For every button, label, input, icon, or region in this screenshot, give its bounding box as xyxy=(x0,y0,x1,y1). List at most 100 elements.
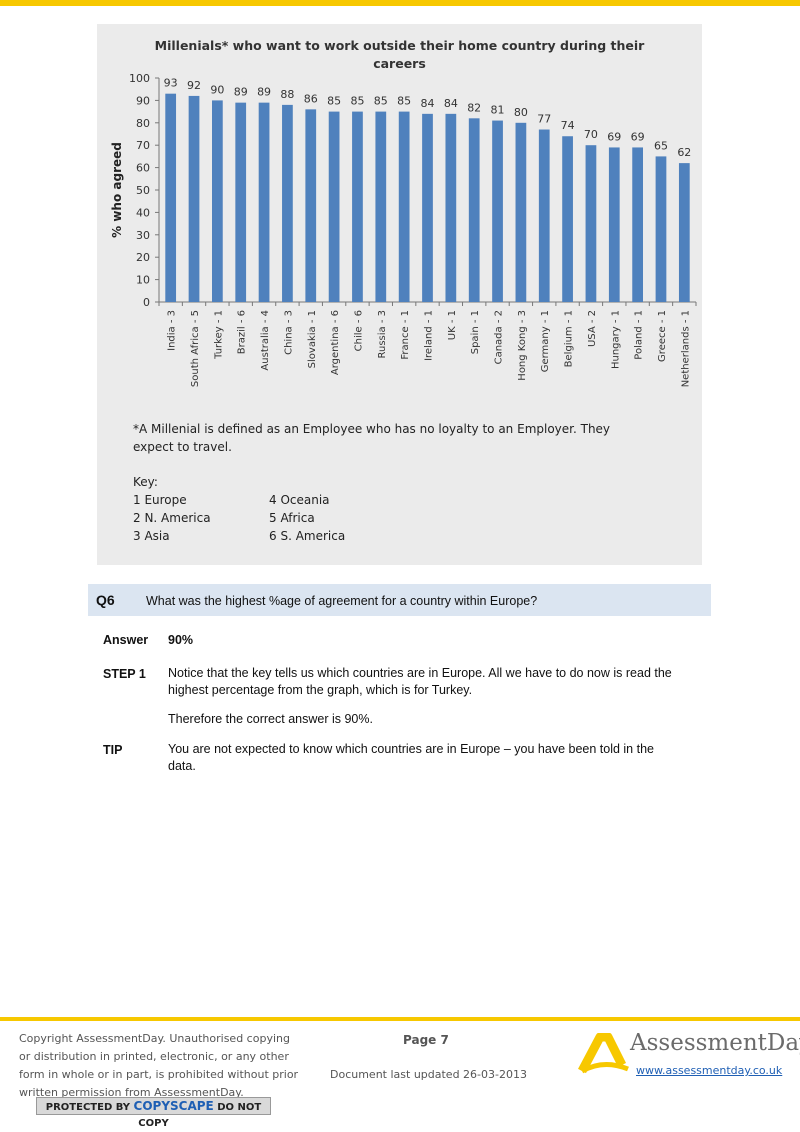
category-label-16: Germany - 1 xyxy=(540,310,551,372)
y-tick-label: 20 xyxy=(136,251,150,264)
y-tick-label: 10 xyxy=(136,274,150,287)
step1-label: STEP 1 xyxy=(103,667,146,681)
tip-text: You are not expected to know which count… xyxy=(168,742,654,773)
category-label-11: Ireland - 1 xyxy=(424,310,435,361)
question-number: Q6 xyxy=(96,592,115,608)
answer-label: Answer xyxy=(103,633,149,647)
bar-14 xyxy=(492,120,503,302)
bar-chart: 0 10 20 30 40 50 60 70 80 90 100 % who agreed 93 Indi… xyxy=(110,72,697,387)
category-label-6: Slovakia - 1 xyxy=(307,310,318,368)
category-label-8: Chile - 6 xyxy=(353,310,364,351)
category-label-0: India - 3 xyxy=(167,310,178,351)
data-label-8: 85 xyxy=(350,95,364,108)
bar-4 xyxy=(258,102,270,302)
tip-label: TIP xyxy=(103,743,123,757)
bar-0 xyxy=(165,93,177,303)
bar-12 xyxy=(445,113,457,302)
step1-text: Notice that the key tells us which count… xyxy=(168,666,672,697)
data-label-0: 93 xyxy=(164,77,178,90)
category-label-9: Russia - 3 xyxy=(377,310,388,359)
y-tick-label: 60 xyxy=(136,162,150,175)
data-label-4: 89 xyxy=(257,86,271,99)
category-label-3: Brazil - 6 xyxy=(237,310,248,354)
y-axis-title: % who agreed xyxy=(110,142,124,238)
y-tick-label: 0 xyxy=(143,296,150,309)
brand-url-link[interactable]: www.assessmentday.co.uk xyxy=(636,1064,783,1077)
key-item-oceania: 4 Oceania xyxy=(269,493,330,507)
category-label-21: Greece - 1 xyxy=(657,310,668,362)
category-label-1: South Africa - 5 xyxy=(190,310,201,387)
chart-footnote: *A Millenial is defined as an Employee w… xyxy=(133,422,611,454)
data-label-7: 85 xyxy=(327,95,341,108)
page-number: Page 7 xyxy=(403,1033,449,1047)
data-label-20: 69 xyxy=(631,130,645,143)
data-label-11: 84 xyxy=(421,97,435,110)
bar-11 xyxy=(422,113,433,302)
data-label-22: 62 xyxy=(677,146,691,159)
answer-value: 90% xyxy=(168,633,194,647)
category-label-14: Canada - 2 xyxy=(494,310,505,364)
data-label-15: 80 xyxy=(514,106,528,119)
data-label-21: 65 xyxy=(654,139,668,152)
category-label-7: Argentina - 6 xyxy=(330,310,341,375)
data-label-18: 70 xyxy=(584,128,598,141)
brand-name: AssessmentDay xyxy=(630,1030,800,1056)
category-label-20: Poland - 1 xyxy=(634,310,645,360)
question-bar: Q6 What was the highest %age of agreemen… xyxy=(88,584,711,616)
category-label-13: Spain - 1 xyxy=(470,310,481,354)
category-label-4: Australia - 4 xyxy=(260,310,271,371)
bar-21 xyxy=(655,156,667,302)
bar-22 xyxy=(678,163,690,302)
category-label-17: Belgium - 1 xyxy=(564,310,575,367)
key-item-asia: 3 Asia xyxy=(133,529,170,543)
bar-3 xyxy=(235,102,247,302)
key-item-s-america: 6 S. America xyxy=(269,529,346,543)
copyscape-badge[interactable]: PROTECTED BY COPYSCAPE DO NOT COPY xyxy=(36,1097,271,1129)
copyscape-post: DO NOT COPY xyxy=(138,1102,262,1129)
y-tick-label: 90 xyxy=(136,94,150,107)
y-tick-label: 70 xyxy=(136,139,150,152)
category-label-22: Netherlands - 1 xyxy=(680,310,691,387)
data-label-10: 85 xyxy=(397,95,411,108)
top-rule xyxy=(0,0,800,6)
key-item-europe: 1 Europe xyxy=(133,493,187,507)
bar-8 xyxy=(352,111,363,302)
category-label-2: Turkey - 1 xyxy=(213,310,224,360)
footer-rule xyxy=(0,1017,800,1021)
bar-2 xyxy=(211,100,223,303)
key-title: Key: xyxy=(133,475,158,489)
bar-13 xyxy=(468,118,480,302)
category-label-5: China - 3 xyxy=(283,310,294,355)
data-label-1: 92 xyxy=(187,79,201,92)
assessmentday-logo-icon xyxy=(578,1033,629,1074)
bar-15 xyxy=(515,122,527,302)
bar-1 xyxy=(188,95,200,302)
category-label-18: USA - 2 xyxy=(587,310,598,347)
y-tick-label: 30 xyxy=(136,229,150,242)
category-label-19: Hungary - 1 xyxy=(610,310,621,369)
bar-18 xyxy=(585,145,597,302)
bar-6 xyxy=(305,109,317,302)
question-text: What was the highest %age of agreement f… xyxy=(146,594,538,608)
last-updated: Document last updated 26-03-2013 xyxy=(330,1068,527,1081)
data-label-5: 88 xyxy=(280,88,294,101)
copyscape-pre: PROTECTED BY xyxy=(45,1102,131,1113)
bar-5 xyxy=(282,104,293,302)
step1-conclusion: Therefore the correct answer is 90%. xyxy=(168,712,373,726)
data-label-17: 74 xyxy=(561,119,575,132)
data-label-3: 89 xyxy=(234,86,248,99)
data-label-14: 81 xyxy=(491,104,505,117)
data-label-12: 84 xyxy=(444,97,458,110)
chart-title: Millenials* who want to work outside the… xyxy=(154,38,645,71)
category-label-15: Hong Kong - 3 xyxy=(517,310,528,381)
category-label-12: UK - 1 xyxy=(447,310,458,340)
data-label-9: 85 xyxy=(374,95,388,108)
data-label-16: 77 xyxy=(537,113,551,126)
y-tick-label: 100 xyxy=(129,72,150,85)
category-label-10: France - 1 xyxy=(400,310,411,360)
bar-16 xyxy=(538,129,550,302)
bar-7 xyxy=(328,111,340,302)
y-tick-label: 40 xyxy=(136,206,150,219)
bar-19 xyxy=(608,147,620,302)
bar-20 xyxy=(632,147,644,302)
